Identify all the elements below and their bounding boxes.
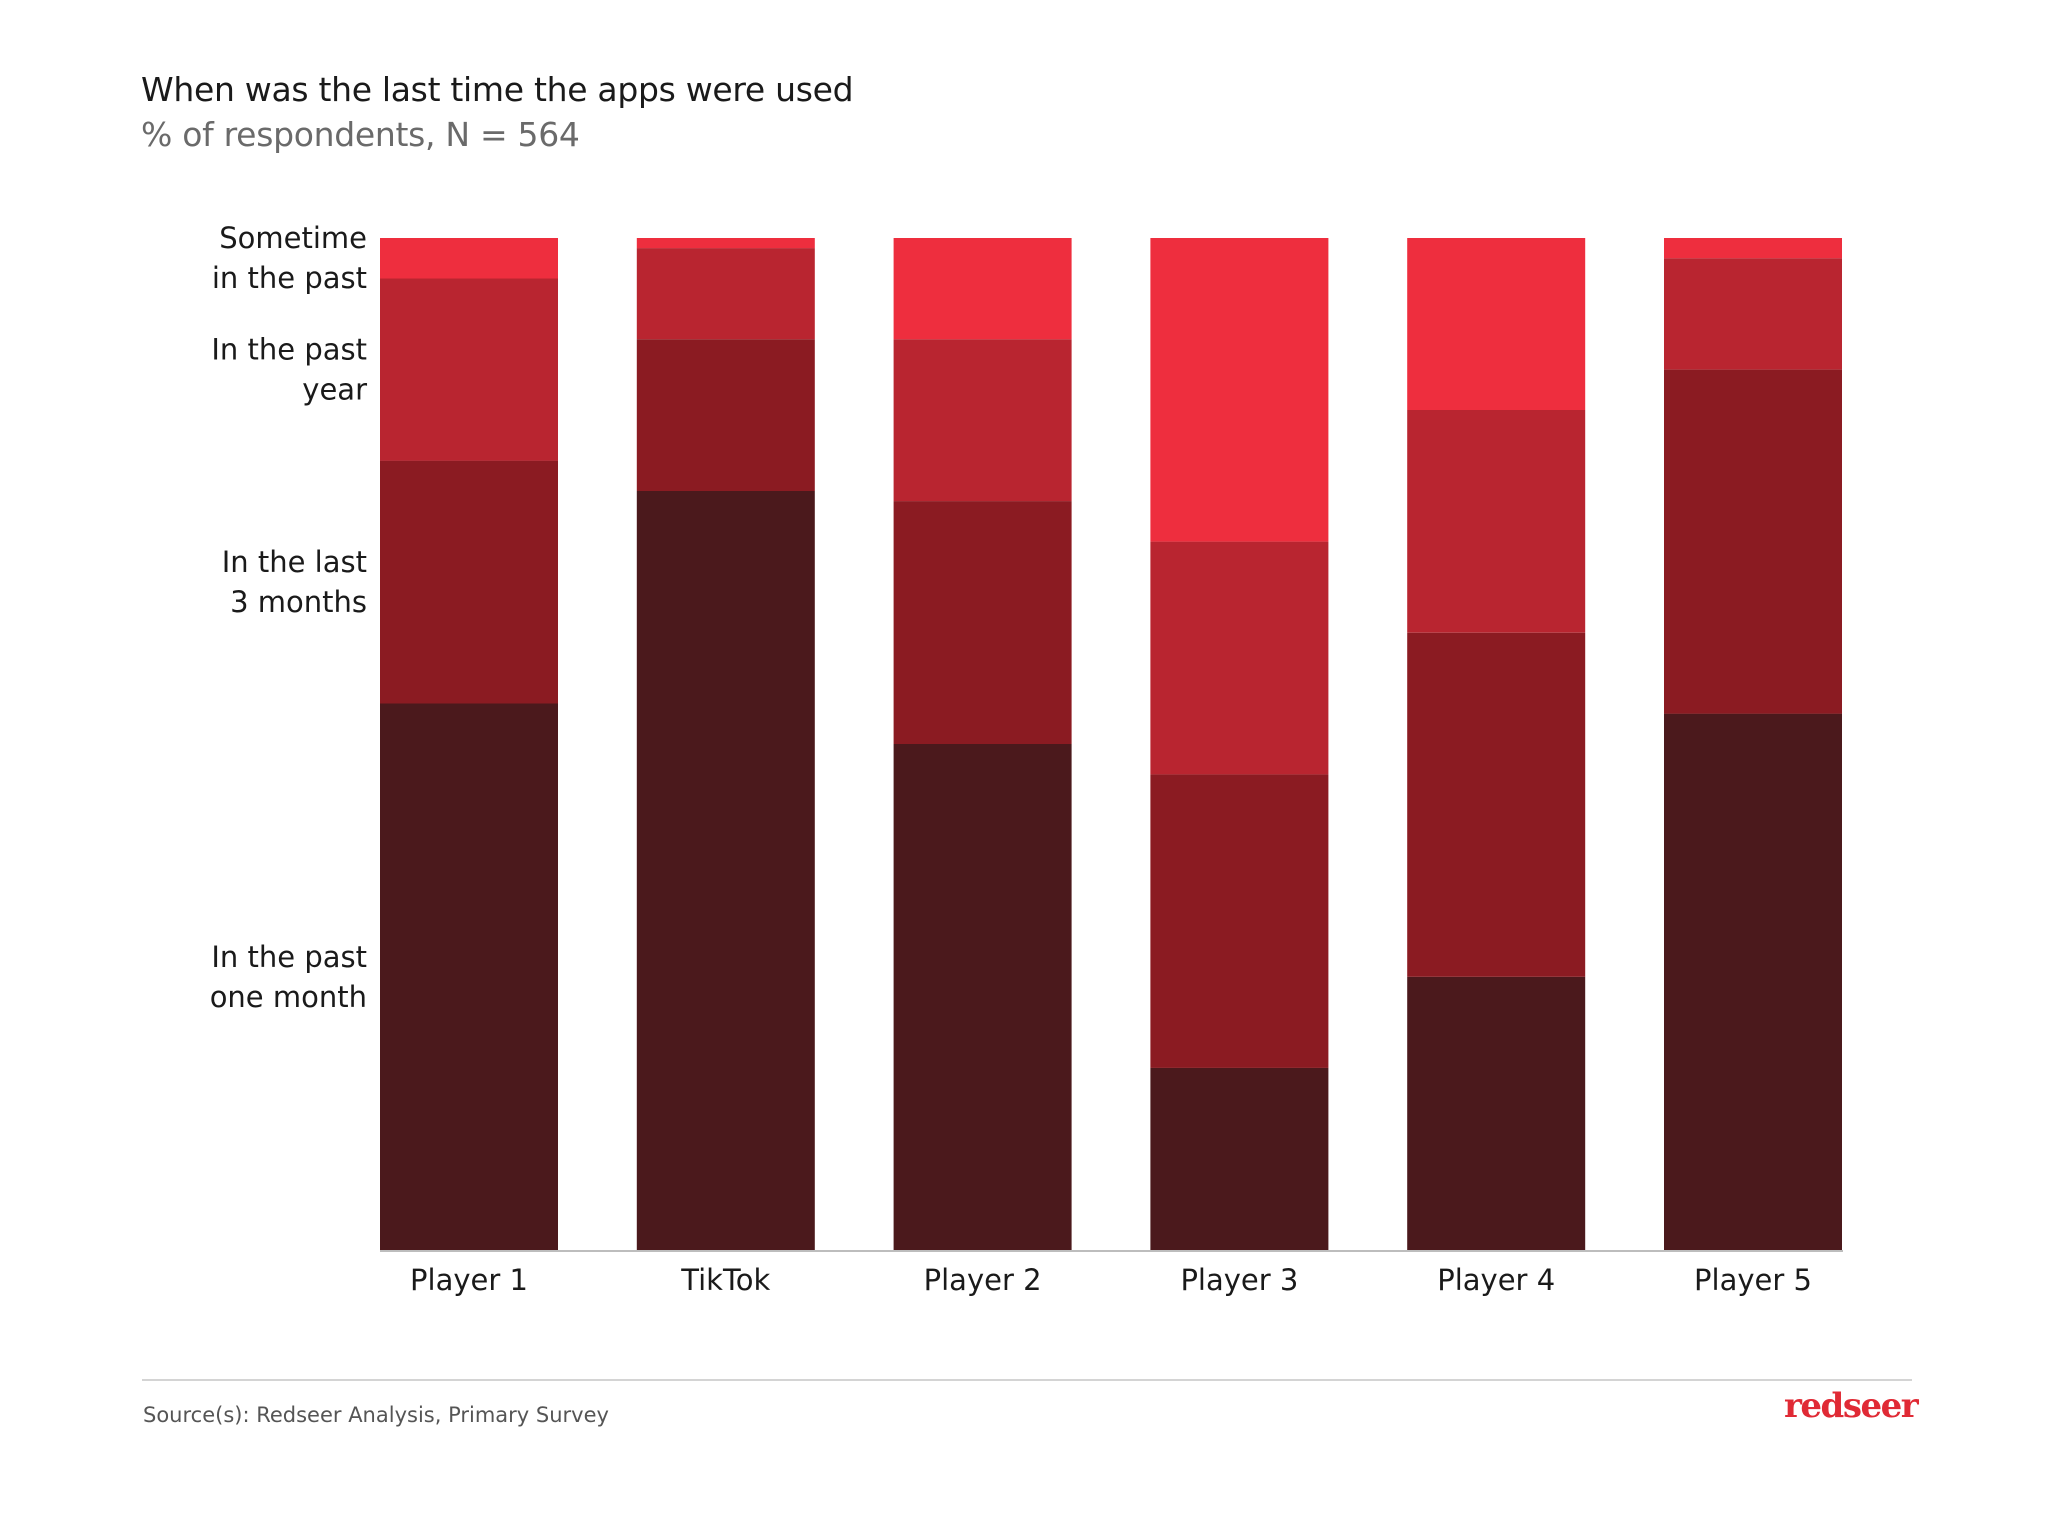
source-note: Source(s): Redseer Analysis, Primary Sur…: [143, 1403, 609, 1427]
bars-group: [380, 238, 1842, 1250]
series-label-line: year: [302, 373, 367, 407]
bar-segment-tiktok-in-the-last-3-months: [636, 339, 815, 491]
x-tick-label: Player 2: [924, 1263, 1042, 1297]
series-label-line: 3 months: [230, 585, 367, 619]
x-tick-label: Player 5: [1694, 1263, 1812, 1297]
bar-segment-player-5-in-the-last-3-months: [1664, 369, 1842, 714]
bar-segment-player-4-in-the-past-year: [1407, 410, 1586, 633]
bar-segment-player-4-in-the-last-3-months: [1407, 632, 1586, 977]
series-label-line: In the last: [222, 545, 367, 579]
bar-segment-player-3-in-the-past-one-month: [1150, 1067, 1329, 1250]
series-label-line: in the past: [212, 261, 367, 295]
bar-segment-player-3-in-the-past-year: [1150, 541, 1329, 775]
bar-segment-player-4-sometime-in-the-past: [1407, 238, 1586, 410]
bar-segment-player-5-sometime-in-the-past: [1664, 238, 1842, 259]
redseer-logo: redseer: [1784, 1386, 1919, 1426]
bar-segment-tiktok-in-the-past-year: [636, 248, 815, 340]
series-label-in-the-past-year: In the past year: [211, 333, 367, 407]
series-label-line: Sometime: [219, 221, 367, 255]
bar-segment-tiktok-in-the-past-one-month: [636, 491, 815, 1250]
bar-segment-player-2-in-the-last-3-months: [893, 501, 1072, 744]
series-label-sometime-in-the-past: Sometime in the past: [212, 221, 367, 295]
bar-segment-player-1-in-the-past-one-month: [380, 703, 558, 1250]
bar-segment-player-2-in-the-past-year: [893, 339, 1072, 502]
series-label-line: one month: [210, 980, 367, 1014]
bar-segment-player-3-sometime-in-the-past: [1150, 238, 1329, 542]
bar-segment-player-2-sometime-in-the-past: [893, 238, 1072, 340]
series-label-in-the-past-one-month: In the past one month: [210, 940, 367, 1014]
bar-segment-player-2-in-the-past-one-month: [893, 744, 1072, 1250]
x-tick-label: Player 1: [410, 1263, 528, 1297]
x-tick-label: Player 4: [1437, 1263, 1555, 1297]
bar-segment-tiktok-sometime-in-the-past: [636, 238, 815, 249]
x-tick-label: TikTok: [680, 1263, 770, 1297]
bar-segment-player-5-in-the-past-year: [1664, 258, 1842, 370]
bar-segment-player-4-in-the-past-one-month: [1407, 976, 1586, 1250]
x-tick-label: Player 3: [1180, 1263, 1298, 1297]
bar-segment-player-1-in-the-past-year: [380, 278, 558, 461]
series-label-line: In the past: [211, 940, 367, 974]
chart-subtitle: % of respondents, N = 564: [141, 115, 580, 154]
chart-title: When was the last time the apps were use…: [141, 70, 854, 109]
footer-divider: [142, 1379, 1912, 1381]
bar-segment-player-5-in-the-past-one-month: [1664, 713, 1842, 1250]
series-label-line: In the past: [211, 333, 367, 367]
bar-segment-player-1-in-the-last-3-months: [380, 460, 558, 704]
series-label-in-the-last-3-months: In the last 3 months: [222, 545, 367, 619]
bar-segment-player-1-sometime-in-the-past: [380, 238, 558, 279]
x-tick-labels: Player 1 TikTok Player 2 Player 3 Player 4 Pl…: [410, 1263, 1812, 1297]
bar-segment-player-3-in-the-last-3-months: [1150, 774, 1329, 1068]
